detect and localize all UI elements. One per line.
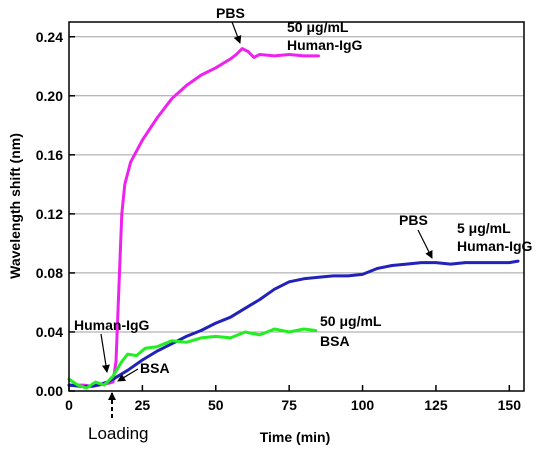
x-tick-label: 0 — [65, 397, 73, 413]
annotation-bsa-50-name: BSA — [320, 333, 350, 349]
annotation-human-igg-5-name: Human-IgG — [457, 238, 533, 254]
x-tick-label: 125 — [424, 397, 448, 413]
series-line-0 — [67, 47, 320, 389]
y-tick-label: 0.12 — [36, 206, 63, 222]
gridlines — [69, 36, 524, 333]
ticks: 0.00 0.04 0.08 0.12 0.16 0.20 0.24 0 25 50 75 100 12… — [36, 29, 521, 413]
x-tick-label: 75 — [281, 397, 297, 413]
annotation-human-igg-50-name: Human-IgG — [287, 37, 363, 53]
annotation-pbs-mid: PBS — [399, 212, 428, 228]
x-tick-label: 25 — [135, 397, 151, 413]
series-line-1 — [67, 259, 520, 389]
annotation-pbs-top: PBS — [216, 5, 245, 21]
x-axis-title: Time (min) — [260, 429, 331, 445]
arrow-pbs-top — [231, 21, 242, 44]
x-tick-label: 50 — [208, 397, 224, 413]
y-tick-label: 0.16 — [36, 147, 63, 163]
annotation-human-igg-50-conc: 50 μg/mL — [287, 19, 349, 35]
annotation-bsa-50-conc: 50 μg/mL — [320, 313, 382, 329]
annotation-loading: Loading — [88, 424, 149, 443]
annotation-human-igg-left: Human-IgG — [74, 317, 150, 333]
y-tick-label: 0.24 — [36, 29, 63, 45]
series-lines — [67, 47, 520, 390]
arrow-human-igg-left — [100, 333, 110, 373]
y-tick-label: 0.04 — [36, 324, 63, 340]
y-axis-title: Wavelength shift (nm) — [7, 133, 23, 279]
arrow-pbs-mid — [417, 229, 433, 259]
series-line-2 — [67, 327, 318, 390]
annotation-human-igg-5-conc: 5 μg/mL — [457, 220, 511, 236]
x-tick-label: 150 — [498, 397, 522, 413]
y-tick-label: 0.20 — [36, 88, 63, 104]
annotation-bsa-left: BSA — [140, 360, 170, 376]
arrow-bsa-left — [117, 368, 139, 382]
y-tick-label: 0.00 — [36, 383, 63, 399]
x-tick-label: 100 — [351, 397, 375, 413]
plot-frame — [68, 21, 525, 392]
y-tick-label: 0.08 — [36, 265, 63, 281]
